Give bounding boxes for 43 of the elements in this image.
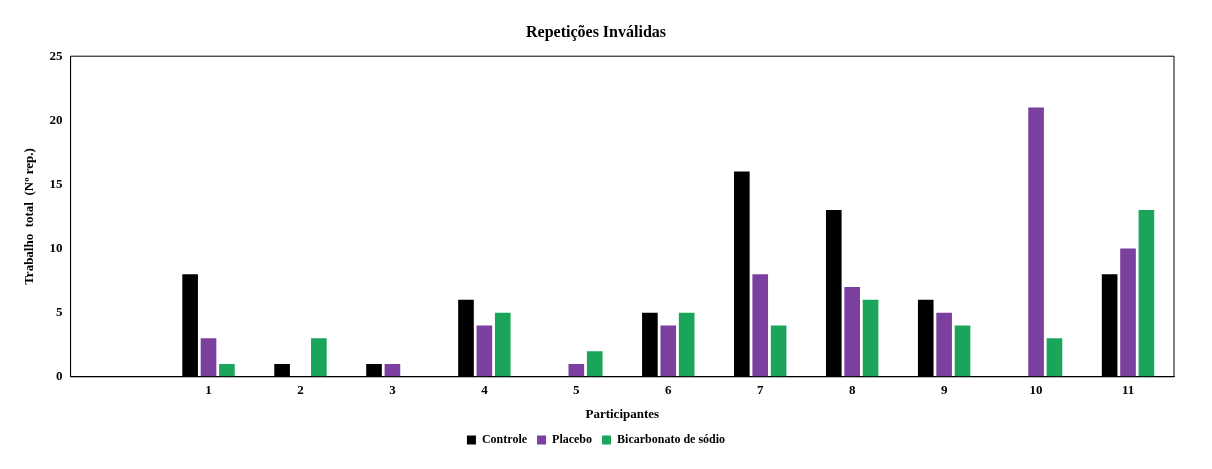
legend-label: Controle bbox=[481, 432, 528, 447]
y-tick-label: 15 bbox=[49, 175, 64, 191]
legend-label: Bicarbonato de sódio bbox=[617, 432, 726, 447]
y-tick-label: 0 bbox=[56, 368, 63, 384]
x-tick-label: 1 bbox=[205, 381, 212, 397]
x-tick-label: 4 bbox=[481, 381, 489, 397]
bar bbox=[384, 363, 401, 377]
bar bbox=[586, 351, 603, 377]
bar bbox=[1120, 248, 1136, 377]
x-axis-title: Participantes bbox=[585, 405, 660, 421]
bar bbox=[494, 312, 511, 377]
x-tick-label: 5 bbox=[573, 381, 581, 397]
x-tick-label: 3 bbox=[389, 381, 397, 397]
x-tick-label: 7 bbox=[756, 381, 764, 397]
bar bbox=[770, 325, 787, 377]
bar bbox=[954, 325, 971, 377]
bar bbox=[660, 325, 677, 377]
bar bbox=[1138, 210, 1155, 377]
y-tick-label: 25 bbox=[49, 47, 64, 63]
bar bbox=[844, 287, 860, 377]
bar bbox=[862, 299, 879, 377]
y-axis-title: Trabalho total (Nº rep.) bbox=[21, 148, 37, 285]
x-tick-label: 11 bbox=[1121, 381, 1135, 397]
x-tick-label: 8 bbox=[848, 381, 856, 397]
x-tick-label: 2 bbox=[297, 381, 304, 397]
chart-title: Repetições Inválidas bbox=[526, 22, 666, 41]
x-tick-label: 9 bbox=[940, 381, 948, 397]
bar bbox=[678, 312, 695, 377]
x-tick-label: 6 bbox=[665, 381, 673, 397]
bar bbox=[1046, 338, 1063, 377]
bar bbox=[568, 363, 585, 377]
y-tick-label: 20 bbox=[49, 111, 63, 127]
x-tick-label: 10 bbox=[1029, 381, 1043, 397]
bar bbox=[752, 274, 769, 377]
bar bbox=[219, 363, 235, 377]
bar bbox=[936, 312, 952, 377]
y-tick-label: 10 bbox=[49, 239, 63, 255]
bar bbox=[311, 338, 327, 377]
y-tick-label: 5 bbox=[56, 304, 64, 320]
bar bbox=[476, 325, 493, 377]
bar bbox=[1028, 107, 1044, 377]
legend-label: Placebo bbox=[552, 432, 593, 447]
bar bbox=[200, 338, 217, 377]
